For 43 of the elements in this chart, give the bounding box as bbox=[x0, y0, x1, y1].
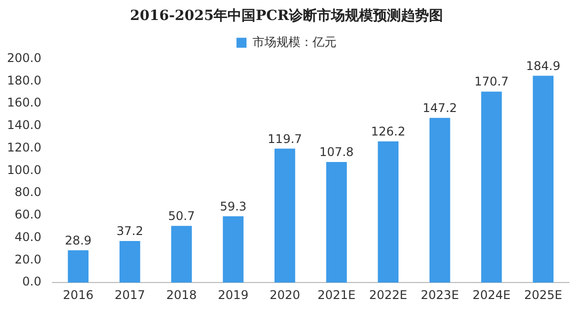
bar bbox=[222, 216, 244, 283]
y-tick-label: 120.0 bbox=[6, 140, 42, 154]
x-tick-label: 2017 bbox=[114, 288, 146, 302]
data-label: 50.7 bbox=[168, 208, 195, 223]
data-label: 37.2 bbox=[116, 224, 144, 238]
data-label: 126.2 bbox=[370, 124, 406, 139]
data-label: 170.7 bbox=[474, 74, 509, 89]
data-label: 119.7 bbox=[268, 132, 302, 146]
bar bbox=[171, 226, 192, 283]
y-tick-label: 140.0 bbox=[6, 118, 42, 132]
bar bbox=[274, 148, 296, 283]
bar bbox=[430, 118, 450, 283]
bar bbox=[378, 141, 399, 283]
x-tick-label: 2021E bbox=[317, 288, 356, 302]
x-tick-label: 2023E bbox=[420, 288, 459, 302]
legend-label: 市场规模：亿元 bbox=[252, 34, 336, 49]
data-label: 184.9 bbox=[526, 58, 560, 73]
y-tick-label: 20.0 bbox=[14, 252, 42, 266]
x-tick-label: 2019 bbox=[218, 288, 248, 302]
data-label: 59.3 bbox=[220, 199, 247, 214]
y-tick-label: 200.0 bbox=[6, 50, 42, 65]
x-tick-label: 2025E bbox=[524, 288, 562, 302]
x-tick-label: 2024E bbox=[472, 288, 511, 302]
bar bbox=[481, 92, 502, 283]
x-tick-label: 2022E bbox=[369, 288, 408, 302]
y-tick-label: 100.0 bbox=[6, 162, 42, 177]
y-tick-label: 0.0 bbox=[22, 274, 42, 289]
x-tick-label: 2016 bbox=[62, 288, 94, 302]
x-tick-label: 2020 bbox=[270, 288, 300, 302]
y-tick-label: 60.0 bbox=[14, 208, 42, 222]
y-tick-label: 40.0 bbox=[14, 230, 42, 244]
x-tick-label: 2018 bbox=[166, 288, 197, 302]
bar bbox=[532, 76, 554, 283]
chart-title: 2016-2025年中国PCR诊断市场规模预测趋势图 bbox=[130, 7, 444, 24]
bar bbox=[120, 240, 140, 283]
y-tick-label: 80.0 bbox=[14, 185, 42, 200]
data-label: 28.9 bbox=[64, 233, 92, 248]
bar bbox=[326, 162, 347, 283]
y-tick-label: 160.0 bbox=[6, 96, 42, 110]
y-tick-label: 180.0 bbox=[6, 73, 42, 88]
data-label: 147.2 bbox=[422, 101, 458, 116]
bar bbox=[68, 250, 89, 283]
data-label: 107.8 bbox=[319, 145, 354, 160]
